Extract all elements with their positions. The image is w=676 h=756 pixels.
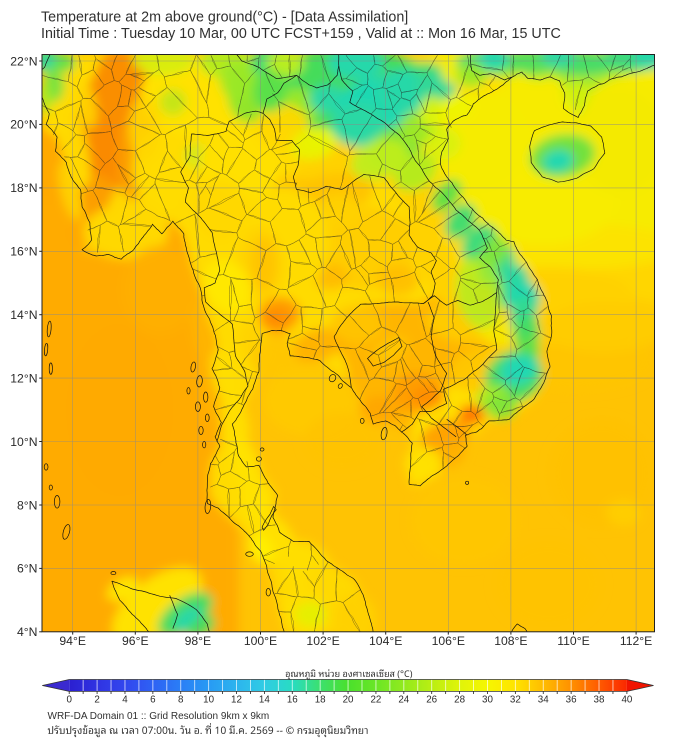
svg-text:4°N: 4°N	[17, 625, 37, 639]
svg-text:10: 10	[203, 694, 214, 705]
svg-text:32: 32	[510, 694, 521, 705]
svg-text:14: 14	[259, 694, 270, 705]
svg-text:Initial Time : Tuesday 10 Mar,: Initial Time : Tuesday 10 Mar, 00 UTC FC…	[41, 26, 561, 42]
svg-text:Temperature at 2m above ground: Temperature at 2m above ground(°C) - [Da…	[41, 9, 408, 25]
svg-text:20°N: 20°N	[10, 118, 37, 132]
svg-text:12: 12	[231, 694, 242, 705]
svg-text:2: 2	[94, 694, 99, 705]
svg-text:98°E: 98°E	[185, 634, 212, 648]
svg-text:8: 8	[178, 694, 184, 705]
svg-text:26: 26	[426, 694, 437, 705]
svg-text:18: 18	[315, 694, 326, 705]
svg-text:WRF-DA Domain 01 :: Grid Resol: WRF-DA Domain 01 :: Grid Resolution 9km …	[48, 711, 270, 722]
svg-text:16°N: 16°N	[10, 245, 37, 259]
svg-text:16: 16	[287, 694, 298, 705]
svg-text:38: 38	[594, 694, 605, 705]
svg-text:110°E: 110°E	[557, 634, 589, 648]
svg-text:14°N: 14°N	[10, 308, 37, 322]
svg-text:106°E: 106°E	[432, 634, 465, 648]
svg-text:112°E: 112°E	[620, 634, 652, 648]
svg-text:24: 24	[398, 694, 409, 705]
svg-text:8°N: 8°N	[17, 498, 37, 512]
svg-text:102°E: 102°E	[306, 634, 339, 648]
svg-text:34: 34	[538, 694, 549, 705]
svg-text:22: 22	[370, 694, 381, 705]
svg-text:94°E: 94°E	[59, 634, 86, 648]
svg-text:96°E: 96°E	[122, 634, 149, 648]
svg-text:28: 28	[454, 694, 465, 705]
svg-text:22°N: 22°N	[10, 54, 37, 68]
svg-text:104°E: 104°E	[369, 634, 402, 648]
svg-text:40: 40	[621, 694, 632, 705]
svg-text:4: 4	[122, 694, 128, 705]
svg-text:6: 6	[150, 694, 156, 705]
svg-text:100°E: 100°E	[244, 634, 277, 648]
svg-text:18°N: 18°N	[10, 181, 37, 195]
svg-text:36: 36	[566, 694, 577, 705]
svg-text:108°E: 108°E	[494, 634, 527, 648]
svg-text:30: 30	[482, 694, 493, 705]
svg-text:20: 20	[343, 694, 354, 705]
svg-text:0: 0	[66, 694, 72, 705]
svg-text:12°N: 12°N	[10, 371, 37, 385]
svg-text:6°N: 6°N	[17, 562, 37, 576]
svg-text:10°N: 10°N	[10, 435, 37, 449]
